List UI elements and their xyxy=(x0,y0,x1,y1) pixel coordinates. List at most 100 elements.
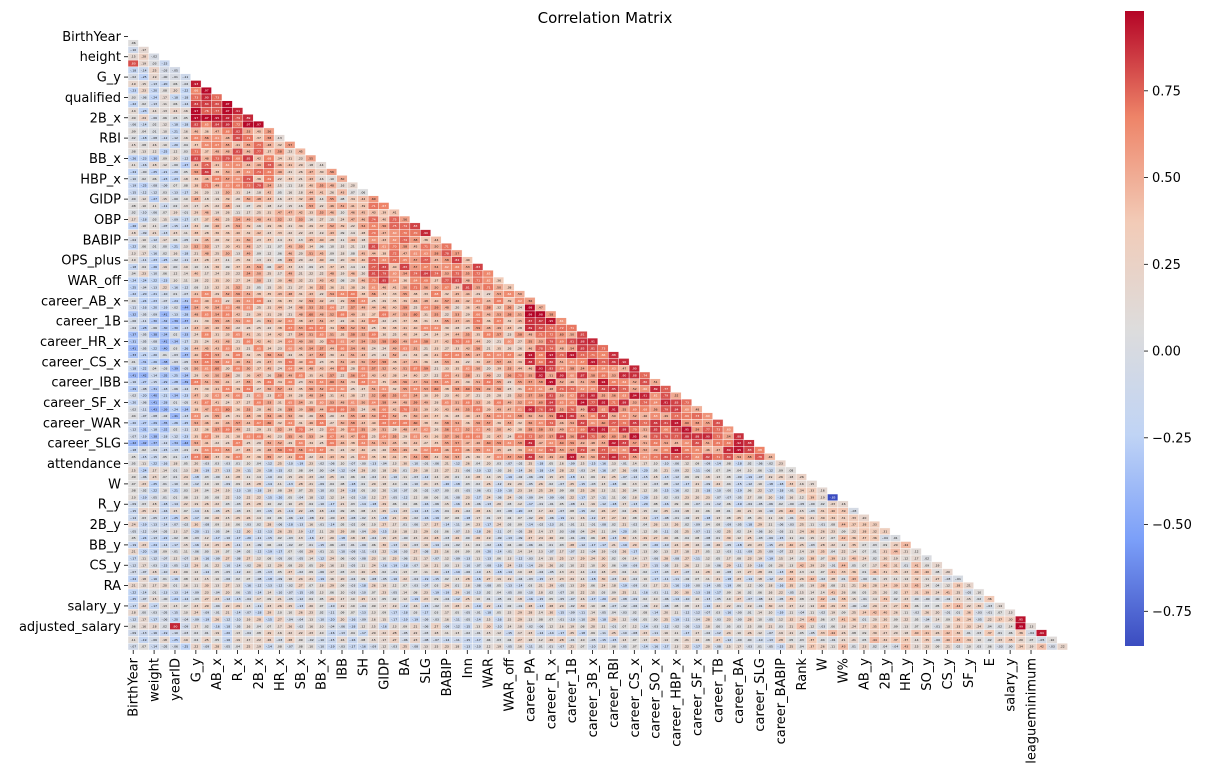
cell-annotation: .50 xyxy=(246,197,251,201)
cell-annotation: .57 xyxy=(444,299,449,303)
cell-annotation: .92 xyxy=(225,116,230,120)
cell-annotation: .16 xyxy=(308,217,313,221)
cell-annotation: -.41 xyxy=(162,312,168,316)
cell-annotation: -.10 xyxy=(141,211,147,215)
cell-annotation: .45 xyxy=(413,245,418,249)
cell-annotation: .60 xyxy=(193,299,198,303)
cell-annotation: -.24 xyxy=(130,278,136,282)
cell-annotation: .20 xyxy=(204,190,209,194)
cell-annotation: .20 xyxy=(173,89,178,93)
cell-annotation: .64 xyxy=(392,278,397,282)
cell-annotation: .50 xyxy=(434,245,439,249)
cell-annotation: .09 xyxy=(329,258,334,262)
cell-annotation: .26 xyxy=(225,211,230,215)
cell-annotation: .13 xyxy=(256,258,261,262)
cell-annotation: .22 xyxy=(308,272,313,276)
cell-annotation: .45 xyxy=(298,150,303,154)
cell-annotation: -.23 xyxy=(172,177,178,181)
cell-annotation: .33 xyxy=(277,231,282,235)
cell-annotation: .18 xyxy=(131,231,136,235)
cell-annotation: .08 xyxy=(350,251,355,255)
cell-annotation: .34 xyxy=(350,197,355,201)
cell-annotation: .42 xyxy=(235,312,240,316)
cell-annotation: .64 xyxy=(204,143,209,147)
cell-annotation: .77 xyxy=(423,258,428,262)
cell-annotation: .68 xyxy=(267,156,272,160)
cell-annotation: .15 xyxy=(131,143,136,147)
cell-annotation: .37 xyxy=(329,265,334,269)
cell-annotation: .51 xyxy=(235,319,240,323)
cell-annotation: .43 xyxy=(308,292,313,296)
cell-annotation: .73 xyxy=(246,184,251,188)
cell-annotation: .56 xyxy=(381,224,386,228)
cell-annotation: .56 xyxy=(528,299,533,303)
cell-annotation: .41 xyxy=(235,238,240,242)
cell-annotation: .33 xyxy=(308,211,313,215)
cell-annotation: .11 xyxy=(225,258,230,262)
cell-annotation: .17 xyxy=(162,95,167,99)
cell-annotation: .49 xyxy=(246,251,251,255)
cell-annotation: .02 xyxy=(141,177,146,181)
cell-annotation: .38 xyxy=(256,292,261,296)
cell-annotation: .46 xyxy=(214,217,219,221)
cell-annotation: .27 xyxy=(340,306,345,310)
cell-annotation: .43 xyxy=(277,292,282,296)
cell-annotation: .28 xyxy=(141,55,146,59)
cell-annotation: .34 xyxy=(298,224,303,228)
cell-annotation: -.19 xyxy=(130,184,136,188)
cell-annotation: .11 xyxy=(152,204,157,208)
cell-annotation: .48 xyxy=(225,136,230,140)
cell-annotation: .46 xyxy=(454,299,459,303)
cell-annotation: .36 xyxy=(214,231,219,235)
cell-annotation: .61 xyxy=(225,163,230,167)
cell-annotation: .45 xyxy=(319,251,324,255)
cell-annotation: .47 xyxy=(287,211,292,215)
cell-annotation: .43 xyxy=(465,319,470,323)
cell-annotation: .71 xyxy=(193,150,198,154)
cell-annotation: .09 xyxy=(329,251,334,255)
cell-annotation: .34 xyxy=(246,278,251,282)
cell-annotation: .40 xyxy=(204,299,209,303)
cell-annotation: .46 xyxy=(360,217,365,221)
cell-annotation: .82 xyxy=(193,123,198,127)
cell-annotation: .22 xyxy=(308,258,313,262)
cell-annotation: -.15 xyxy=(130,190,136,194)
cell-annotation: .21 xyxy=(287,285,292,289)
cell-annotation: .18 xyxy=(183,177,188,181)
cell-annotation: .46 xyxy=(246,150,251,154)
cell-annotation: .32 xyxy=(246,258,251,262)
cell-annotation: .49 xyxy=(235,299,240,303)
cell-annotation: .30 xyxy=(319,170,324,174)
cell-annotation: -.18 xyxy=(172,123,178,127)
cell-annotation: .25 xyxy=(225,217,230,221)
cell-annotation: .09 xyxy=(131,129,136,133)
cell-annotation: .56 xyxy=(193,170,198,174)
cell-annotation: .20 xyxy=(298,258,303,262)
cell-annotation: .49 xyxy=(277,170,282,174)
cell-annotation: .77 xyxy=(444,278,449,282)
cell-annotation: .71 xyxy=(444,245,449,249)
cell-annotation: -.32 xyxy=(130,312,136,316)
cell-annotation: .11 xyxy=(267,245,272,249)
cell-annotation: .12 xyxy=(162,163,167,167)
cell-annotation: .30 xyxy=(204,319,209,323)
cell-annotation: .31 xyxy=(267,211,272,215)
cell-annotation: .12 xyxy=(173,272,178,276)
cell-annotation: .38 xyxy=(193,184,198,188)
cell-annotation: .84 xyxy=(193,102,198,106)
cell-annotation: .58 xyxy=(434,251,439,255)
cell-annotation: -.24 xyxy=(130,170,136,174)
cell-annotation: .67 xyxy=(214,143,219,147)
cell-annotation: .45 xyxy=(360,211,365,215)
cell-annotation: .14 xyxy=(235,204,240,208)
cell-annotation: .06 xyxy=(152,177,157,181)
cell-annotation: .10 xyxy=(193,265,198,269)
cell-annotation: .52 xyxy=(329,312,334,316)
cell-annotation: .66 xyxy=(193,136,198,140)
cell-annotation: .89 xyxy=(225,123,230,127)
cell-annotation: .20 xyxy=(173,156,178,160)
cell-annotation: .47 xyxy=(538,306,543,310)
cell-annotation: .55 xyxy=(475,285,480,289)
cell-annotation: .64 xyxy=(340,292,345,296)
cell-annotation: .11 xyxy=(131,163,136,167)
